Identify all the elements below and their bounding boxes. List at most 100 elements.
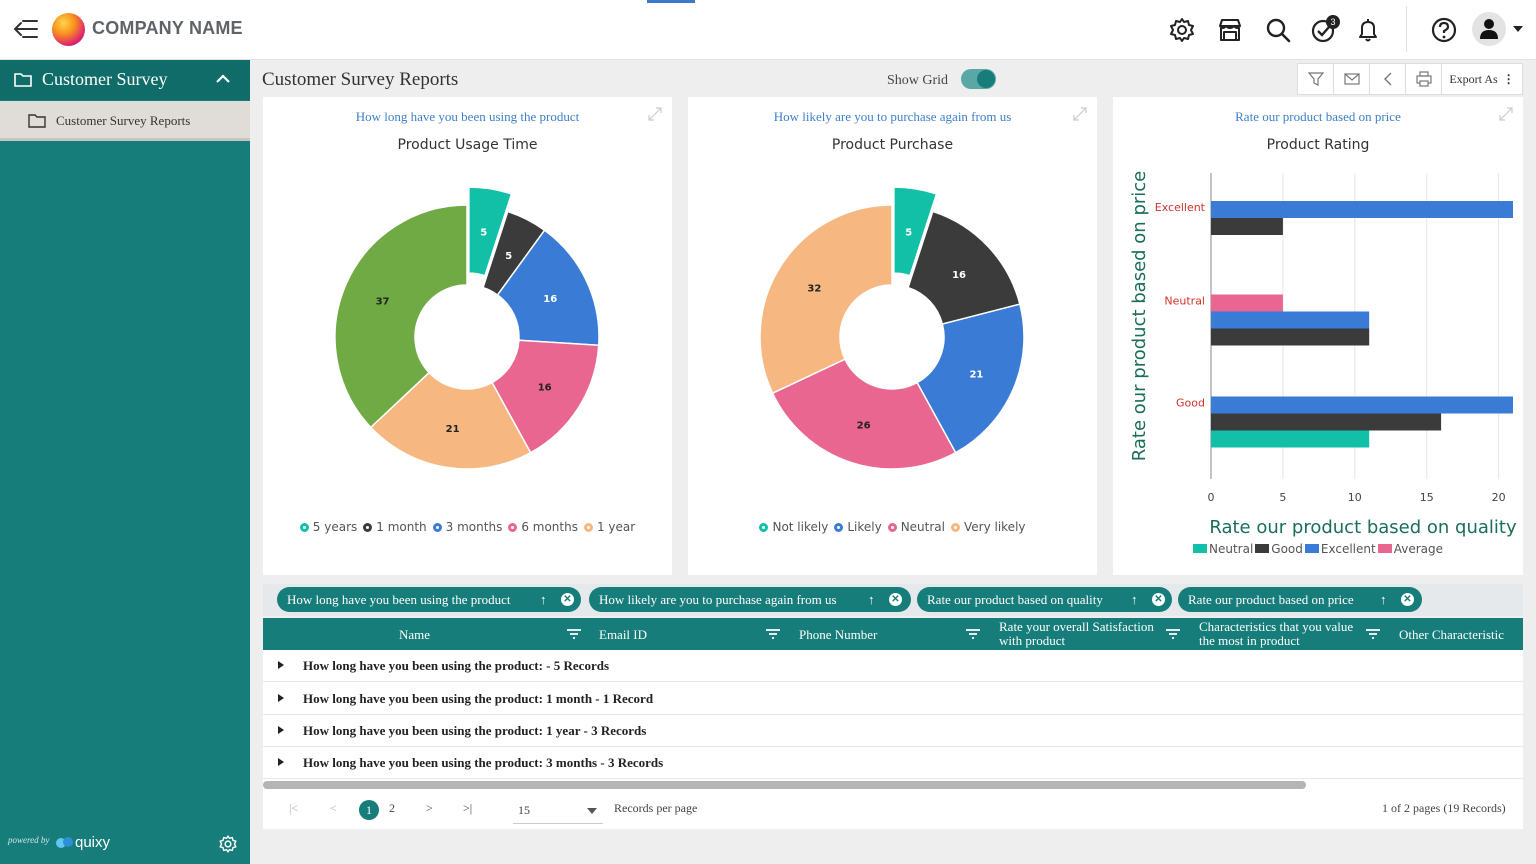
pie-slice[interactable] xyxy=(468,187,513,277)
print-button[interactable] xyxy=(1406,64,1442,94)
column-header-phone[interactable]: Phone Number xyxy=(789,618,989,650)
search-icon[interactable] xyxy=(1264,16,1292,44)
sidebar-item-customer-survey-reports[interactable]: Customer Survey Reports xyxy=(0,101,250,141)
table-body: How long have you been using the product… xyxy=(263,650,1523,782)
expand-icon[interactable] xyxy=(1073,107,1087,121)
column-header-email[interactable]: Email ID xyxy=(589,618,789,650)
pie-slice[interactable] xyxy=(496,229,600,347)
horizontal-scrollbar[interactable] xyxy=(263,779,1523,791)
expand-row-icon[interactable] xyxy=(278,694,284,702)
close-icon[interactable]: ✕ xyxy=(561,593,574,606)
legend-item[interactable]: 5 years xyxy=(299,520,357,534)
group-chip[interactable]: Rate our product based on price ↑ ✕ xyxy=(1178,587,1422,612)
show-grid-toggle[interactable] xyxy=(961,69,996,89)
bell-icon[interactable] xyxy=(1354,16,1382,44)
legend-item[interactable]: 3 months xyxy=(432,520,502,534)
table-row[interactable]: How long have you been using the product… xyxy=(263,747,1523,779)
menu-icon[interactable] xyxy=(12,16,40,42)
column-header-other[interactable]: Other Characteristic xyxy=(1389,618,1523,650)
export-as-button[interactable]: Export As ⋮ xyxy=(1442,64,1522,94)
close-icon[interactable]: ✕ xyxy=(1152,593,1165,606)
pie-slice[interactable] xyxy=(334,204,468,429)
sort-asc-icon[interactable]: ↑ xyxy=(540,592,547,607)
legend-marker xyxy=(1304,544,1319,553)
sort-asc-icon[interactable]: ↑ xyxy=(868,592,875,607)
bar[interactable] xyxy=(1211,294,1283,312)
next-page-button[interactable]: > xyxy=(426,801,433,815)
legend-marker xyxy=(363,523,373,532)
help-icon[interactable] xyxy=(1430,16,1458,44)
chevron-down-icon[interactable] xyxy=(1512,25,1524,33)
sidebar-module-customer-survey[interactable]: Customer Survey xyxy=(0,60,250,100)
x-tick-label: 5 xyxy=(1279,491,1286,504)
email-button[interactable] xyxy=(1334,64,1370,94)
column-header-name[interactable]: Name xyxy=(263,618,589,650)
column-filter-icon[interactable] xyxy=(965,628,981,640)
pie-slice[interactable] xyxy=(491,339,600,454)
expand-row-icon[interactable] xyxy=(278,726,284,734)
column-filter-icon[interactable] xyxy=(566,628,582,640)
close-icon[interactable]: ✕ xyxy=(1401,593,1414,606)
expand-icon[interactable] xyxy=(648,107,662,121)
mail-icon xyxy=(1343,73,1360,85)
chart-title: Product Rating xyxy=(1266,137,1370,153)
sort-asc-icon[interactable]: ↑ xyxy=(1131,592,1138,607)
table-row[interactable]: How long have you been using the product… xyxy=(263,650,1523,682)
pie-slice[interactable] xyxy=(916,303,1025,454)
chevron-up-icon[interactable] xyxy=(216,74,230,84)
bar[interactable] xyxy=(1211,201,1513,218)
legend-item[interactable]: Neutral xyxy=(887,520,945,534)
gear-icon[interactable] xyxy=(1168,16,1196,44)
column-filter-icon[interactable] xyxy=(1165,628,1181,640)
legend-item[interactable]: 1 month xyxy=(363,520,427,534)
legend-item[interactable]: Neutral xyxy=(1192,542,1253,556)
filter-button[interactable] xyxy=(1298,64,1334,94)
pie-slice[interactable] xyxy=(893,187,938,277)
pie-slice[interactable] xyxy=(907,210,1021,325)
bar[interactable] xyxy=(1211,413,1442,431)
page-button-2[interactable]: 2 xyxy=(389,801,395,815)
last-page-button[interactable]: >| xyxy=(463,801,473,815)
group-chip[interactable]: How long have you been using the product… xyxy=(277,587,581,612)
pie-slice[interactable] xyxy=(771,358,957,470)
group-chip[interactable]: How likely are you to purchase again fro… xyxy=(589,587,911,612)
bar[interactable] xyxy=(1211,328,1370,346)
pie-slice[interactable] xyxy=(369,371,532,470)
legend-item[interactable]: Good xyxy=(1255,542,1303,556)
per-page-select[interactable]: 15 xyxy=(513,798,603,824)
store-icon[interactable] xyxy=(1216,16,1244,44)
page-button-1[interactable]: 1 xyxy=(359,800,379,820)
scrollbar-thumb[interactable] xyxy=(263,781,1306,789)
expand-row-icon[interactable] xyxy=(278,661,284,669)
bar[interactable] xyxy=(1211,430,1370,448)
legend-item[interactable]: Very likely xyxy=(950,520,1026,534)
close-icon[interactable]: ✕ xyxy=(889,593,902,606)
expand-icon[interactable] xyxy=(1499,107,1513,121)
table-row[interactable]: How long have you been using the product… xyxy=(263,715,1523,747)
bar[interactable] xyxy=(1211,396,1513,414)
sort-asc-icon[interactable]: ↑ xyxy=(1380,592,1387,607)
prev-page-button[interactable]: < xyxy=(330,801,337,815)
column-filter-icon[interactable] xyxy=(765,628,781,640)
chart-title: Product Purchase xyxy=(831,137,954,153)
task-check-icon[interactable] xyxy=(1310,16,1338,44)
settings-icon[interactable] xyxy=(218,834,238,854)
column-filter-icon[interactable] xyxy=(1365,628,1381,640)
legend-item[interactable]: Excellent xyxy=(1304,542,1376,556)
first-page-button[interactable]: |< xyxy=(289,801,299,815)
back-button[interactable] xyxy=(1370,64,1406,94)
legend-item[interactable]: Not likely xyxy=(759,520,828,534)
avatar[interactable] xyxy=(1472,12,1506,46)
column-header-characteristics[interactable]: Characteristics that you value the most … xyxy=(1189,618,1389,650)
legend-item[interactable]: 1 year xyxy=(583,520,635,534)
group-chip[interactable]: Rate our product based on quality ↑ ✕ xyxy=(917,587,1172,612)
bar[interactable] xyxy=(1211,218,1283,235)
legend-item[interactable]: 6 months xyxy=(508,520,578,534)
expand-row-icon[interactable] xyxy=(278,758,284,766)
bar[interactable] xyxy=(1211,311,1370,329)
column-header-satisfaction[interactable]: Rate your overall Satisfaction with prod… xyxy=(989,618,1189,650)
legend-item[interactable]: Likely xyxy=(834,520,882,534)
table-row[interactable]: How long have you been using the product… xyxy=(263,683,1523,715)
legend-item[interactable]: Average xyxy=(1377,542,1443,556)
pie-slice[interactable] xyxy=(759,204,893,395)
